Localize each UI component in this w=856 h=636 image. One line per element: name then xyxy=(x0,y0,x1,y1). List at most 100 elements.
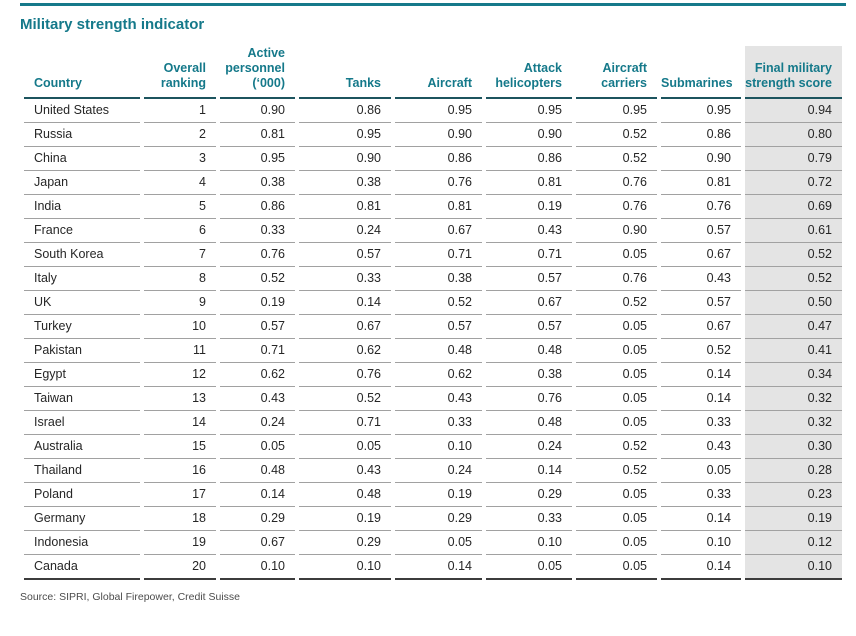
value-cell: 0.48 xyxy=(486,411,572,435)
value-cell: 0.52 xyxy=(395,291,482,315)
value-cell: 0.38 xyxy=(299,171,391,195)
value-cell: 0.57 xyxy=(220,315,295,339)
value-cell: 0.57 xyxy=(486,315,572,339)
value-cell: 13 xyxy=(144,387,216,411)
value-cell: 0.57 xyxy=(661,219,741,243)
value-cell: 0.43 xyxy=(486,219,572,243)
value-cell: 0.14 xyxy=(661,507,741,531)
table-row: Israel 14 0.24 0.71 0.33 0.48 0.05 0.33 0.32 xyxy=(24,411,842,435)
value-cell: 0.05 xyxy=(576,315,657,339)
value-cell: 0.48 xyxy=(220,459,295,483)
value-cell: 0.52 xyxy=(220,267,295,291)
value-cell: 0.29 xyxy=(486,483,572,507)
value-cell: 0.76 xyxy=(220,243,295,267)
table-row: Thailand 16 0.48 0.43 0.24 0.14 0.52 0.05 0.28 xyxy=(24,459,842,483)
value-cell: 0.71 xyxy=(299,411,391,435)
value-cell: 0.05 xyxy=(576,507,657,531)
value-cell: 0.05 xyxy=(299,435,391,459)
table-row: Poland 17 0.14 0.48 0.19 0.29 0.05 0.33 0.23 xyxy=(24,483,842,507)
table-row: Australia 15 0.05 0.05 0.10 0.24 0.52 0.43 0.30 xyxy=(24,435,842,459)
value-cell: 0.43 xyxy=(661,267,741,291)
value-cell: 0.05 xyxy=(395,531,482,555)
value-cell: 0.86 xyxy=(395,147,482,171)
country-cell: Egypt xyxy=(24,363,140,387)
table-row: United States 1 0.90 0.86 0.95 0.95 0.95 0.95 0.… xyxy=(24,99,842,123)
column-header-country: Country xyxy=(24,46,140,99)
country-cell: Israel xyxy=(24,411,140,435)
value-cell: 0.62 xyxy=(395,363,482,387)
value-cell: 7 xyxy=(144,243,216,267)
value-cell: 0.05 xyxy=(661,459,741,483)
value-cell: 0.81 xyxy=(661,171,741,195)
value-cell: 0.95 xyxy=(576,99,657,123)
value-cell: 0.33 xyxy=(661,411,741,435)
value-cell: 16 xyxy=(144,459,216,483)
column-header-overall-ranking: Overall ranking xyxy=(144,46,216,99)
value-cell: 0.95 xyxy=(486,99,572,123)
value-cell: 0.43 xyxy=(395,387,482,411)
value-cell: 0.05 xyxy=(576,483,657,507)
value-cell: 0.94 xyxy=(745,99,842,123)
value-cell: 0.19 xyxy=(745,507,842,531)
value-cell: 0.19 xyxy=(220,291,295,315)
value-cell: 0.52 xyxy=(576,459,657,483)
value-cell: 0.67 xyxy=(395,219,482,243)
column-header-tanks: Tanks xyxy=(299,46,391,99)
value-cell: 0.19 xyxy=(395,483,482,507)
value-cell: 18 xyxy=(144,507,216,531)
value-cell: 0.33 xyxy=(486,507,572,531)
value-cell: 0.10 xyxy=(486,531,572,555)
column-header-final-score: Final military strength score xyxy=(745,46,842,99)
country-cell: South Korea xyxy=(24,243,140,267)
value-cell: 0.38 xyxy=(220,171,295,195)
table-row: Germany 18 0.29 0.19 0.29 0.33 0.05 0.14 0.19 xyxy=(24,507,842,531)
table-row: Italy 8 0.52 0.33 0.38 0.57 0.76 0.43 0.52 xyxy=(24,267,842,291)
value-cell: 0.05 xyxy=(576,363,657,387)
value-cell: 0.79 xyxy=(745,147,842,171)
value-cell: 0.86 xyxy=(661,123,741,147)
country-cell: Australia xyxy=(24,435,140,459)
value-cell: 0.81 xyxy=(395,195,482,219)
value-cell: 0.81 xyxy=(220,123,295,147)
value-cell: 0.12 xyxy=(745,531,842,555)
report-page: Military strength indicator Country Over… xyxy=(20,3,846,603)
value-cell: 0.19 xyxy=(299,507,391,531)
table-row: Indonesia 19 0.67 0.29 0.05 0.10 0.05 0.10 0.12 xyxy=(24,531,842,555)
value-cell: 0.05 xyxy=(220,435,295,459)
value-cell: 0.76 xyxy=(576,267,657,291)
country-cell: Italy xyxy=(24,267,140,291)
value-cell: 0.48 xyxy=(486,339,572,363)
value-cell: 0.57 xyxy=(299,243,391,267)
country-cell: Poland xyxy=(24,483,140,507)
value-cell: 0.14 xyxy=(661,555,741,580)
column-header-active-personnel: Active personnel (‘000) xyxy=(220,46,295,99)
value-cell: 0.30 xyxy=(745,435,842,459)
value-cell: 0.48 xyxy=(299,483,391,507)
value-cell: 0.05 xyxy=(576,243,657,267)
column-header-submarines: Submarines xyxy=(661,46,741,99)
value-cell: 0.47 xyxy=(745,315,842,339)
value-cell: 5 xyxy=(144,195,216,219)
value-cell: 0.24 xyxy=(486,435,572,459)
value-cell: 0.57 xyxy=(486,267,572,291)
value-cell: 0.57 xyxy=(395,315,482,339)
value-cell: 0.95 xyxy=(395,99,482,123)
value-cell: 0.50 xyxy=(745,291,842,315)
value-cell: 0.10 xyxy=(220,555,295,580)
value-cell: 0.24 xyxy=(299,219,391,243)
country-cell: France xyxy=(24,219,140,243)
value-cell: 0.33 xyxy=(220,219,295,243)
value-cell: 0.90 xyxy=(486,123,572,147)
value-cell: 2 xyxy=(144,123,216,147)
value-cell: 0.33 xyxy=(661,483,741,507)
table-body: United States 1 0.90 0.86 0.95 0.95 0.95 0.95 0.… xyxy=(24,99,842,580)
header-row: Country Overall ranking Active personnel… xyxy=(24,46,842,99)
country-cell: India xyxy=(24,195,140,219)
value-cell: 0.71 xyxy=(486,243,572,267)
value-cell: 14 xyxy=(144,411,216,435)
table-row: Canada 20 0.10 0.10 0.14 0.05 0.05 0.14 0.10 xyxy=(24,555,842,580)
value-cell: 20 xyxy=(144,555,216,580)
country-cell: Canada xyxy=(24,555,140,580)
value-cell: 0.10 xyxy=(299,555,391,580)
value-cell: 0.71 xyxy=(220,339,295,363)
